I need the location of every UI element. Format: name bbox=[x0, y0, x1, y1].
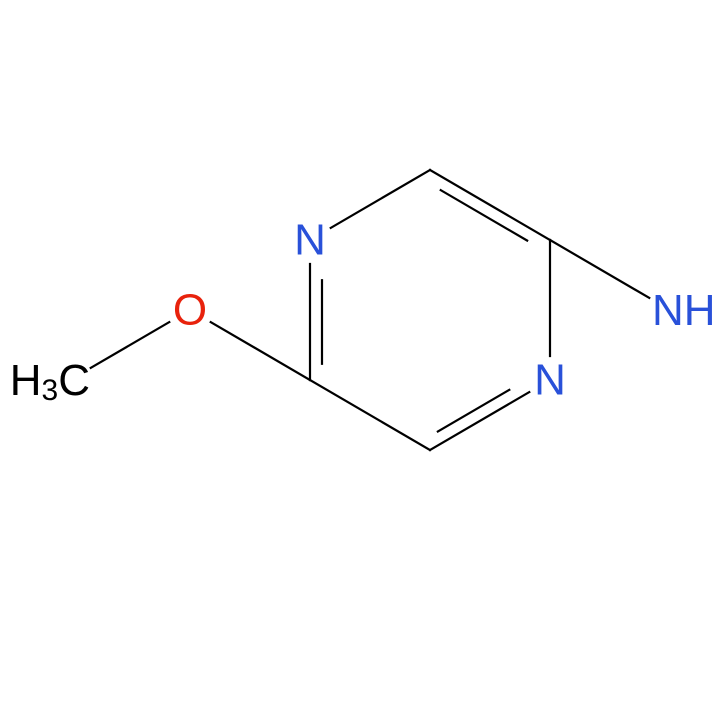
oxygen-label: O bbox=[173, 286, 207, 335]
molecule-diagram: NNOH3CNH2 bbox=[0, 0, 717, 712]
nitrogen-label: N bbox=[294, 216, 326, 265]
amine-label: NH2 bbox=[652, 286, 717, 337]
nitrogen-label: N bbox=[534, 356, 566, 405]
